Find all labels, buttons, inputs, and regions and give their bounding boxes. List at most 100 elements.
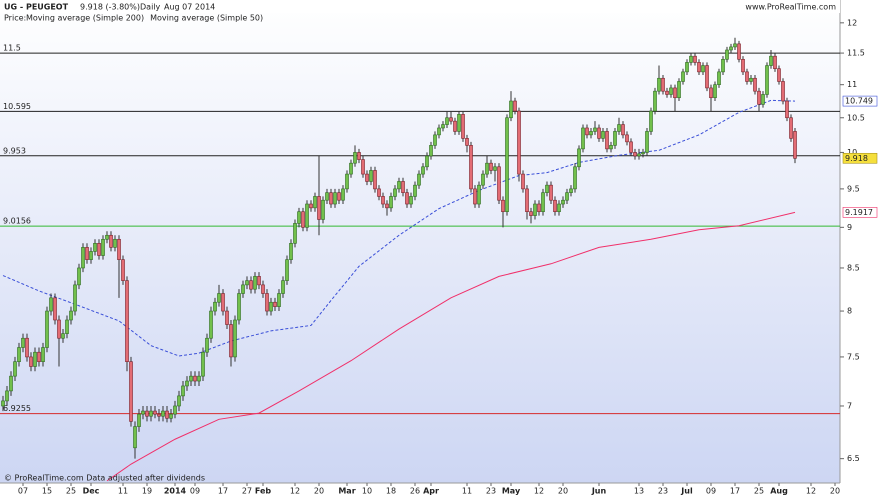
x-tick-label: 17	[218, 487, 228, 496]
bottom-axis-background	[0, 483, 840, 495]
y-tick-label: 6.5	[847, 454, 860, 463]
x-tick-label: Feb	[255, 487, 272, 496]
candle-body	[521, 173, 525, 190]
x-tick-label: 25	[754, 487, 764, 496]
legend-entry: Moving average (Simple 200)	[26, 14, 144, 23]
candle-body	[349, 162, 353, 175]
candle-body	[505, 117, 509, 213]
value-badge	[842, 152, 878, 164]
plot-background	[0, 0, 840, 483]
candle-body	[13, 361, 17, 377]
x-tick-label: Aug	[770, 487, 788, 496]
candle-body	[757, 90, 761, 105]
candle-body	[313, 196, 317, 209]
candle-body	[29, 356, 33, 367]
candle-body	[5, 390, 9, 402]
candle-body	[345, 173, 349, 190]
candle-body	[301, 211, 305, 228]
x-tick-label: 12	[806, 487, 816, 496]
candle-body	[717, 71, 721, 85]
candle-body	[565, 192, 569, 201]
candle-body	[357, 152, 361, 160]
candle-body	[9, 375, 13, 392]
candle-body	[97, 243, 101, 256]
candle-body	[645, 131, 649, 153]
candle-body	[729, 46, 733, 51]
candle-body	[749, 77, 753, 82]
y-tick-label: 11.5	[847, 49, 865, 58]
candle-body	[681, 71, 685, 82]
candle-body	[137, 413, 141, 427]
candle-body	[557, 203, 561, 213]
candle-body	[601, 131, 605, 139]
candle-body	[53, 297, 57, 321]
candle-body	[353, 152, 357, 164]
x-tick-label: 15	[42, 487, 52, 496]
candle-body	[769, 55, 773, 66]
candle-body	[77, 267, 81, 286]
candle-body	[673, 87, 677, 99]
candle-body	[525, 188, 529, 213]
candle-body	[277, 293, 281, 307]
candle-body	[229, 324, 233, 358]
candle-body	[297, 211, 301, 224]
candle-body	[73, 284, 77, 312]
candle-body	[745, 71, 749, 82]
candle-body	[481, 173, 485, 186]
candle-body	[325, 192, 329, 201]
candle-body	[437, 127, 441, 136]
candle-body	[321, 199, 325, 220]
candle-body	[693, 55, 697, 63]
candle-body	[777, 68, 781, 82]
candle-body	[417, 173, 421, 186]
candle-body	[173, 405, 177, 415]
candle-body	[553, 199, 557, 213]
candle-body	[465, 138, 469, 146]
y-tick-label: 7.5	[847, 352, 860, 361]
candle-body	[701, 65, 705, 73]
candle-body	[129, 361, 133, 422]
candle-body	[785, 100, 789, 119]
candle-body	[149, 410, 153, 417]
overlay: UG - PEUGEOT 9.918 (-3.80%) Daily Aug 07…	[0, 0, 840, 483]
candle-body	[189, 375, 193, 382]
candle-body	[393, 188, 397, 197]
candle-body	[145, 410, 149, 417]
x-tick-label: 19	[142, 487, 152, 496]
y-tick-label: 7	[847, 401, 852, 410]
candle-body	[17, 347, 21, 362]
header-background	[0, 0, 840, 13]
chart-title: UG - PEUGEOT	[4, 3, 69, 12]
y-tick-label: 10.5	[847, 113, 865, 122]
candle-body	[93, 243, 97, 252]
candle-body	[21, 337, 25, 348]
candle-body	[253, 276, 257, 290]
candle-body	[337, 192, 341, 201]
candle-body	[1, 400, 5, 407]
x-tick-label: 07	[18, 487, 28, 496]
x-tick-label: 11	[462, 487, 472, 496]
x-tick-label: Dec	[83, 487, 100, 496]
candle-body	[517, 110, 521, 175]
y-tick-label: 8.5	[847, 263, 860, 272]
candle-body	[109, 234, 113, 248]
candle-body	[637, 153, 641, 157]
candle-body	[269, 301, 273, 312]
candle-body	[369, 170, 373, 182]
candle-body	[485, 162, 489, 175]
candle-body	[713, 84, 717, 99]
candle-body	[57, 319, 61, 339]
candle-body	[121, 259, 125, 281]
candle-body	[161, 410, 165, 417]
candle-body	[113, 238, 117, 248]
x-tick-label: 09	[190, 487, 200, 496]
value-badge	[842, 95, 878, 107]
plot: 11.5 10.595 9.953 9.0156 6.9255	[0, 37, 840, 482]
candle-body	[421, 166, 425, 175]
candle-body	[209, 310, 213, 339]
x-tick-label: 20	[830, 487, 840, 496]
candle-body	[413, 184, 417, 197]
y-tick-label: 12	[847, 18, 857, 27]
x-tick-label: 10	[362, 487, 372, 496]
candle-body	[545, 184, 549, 193]
